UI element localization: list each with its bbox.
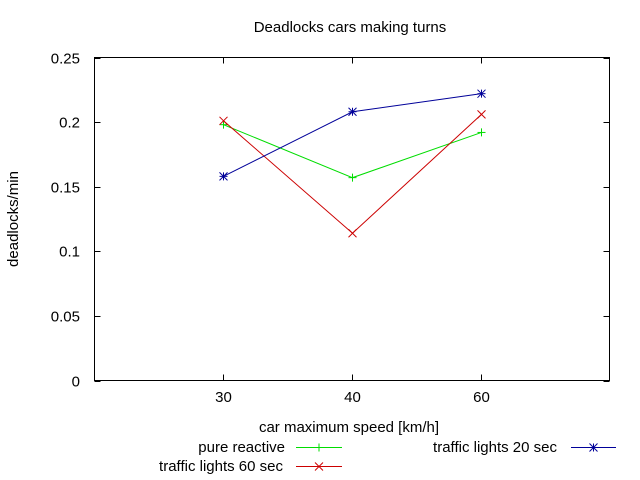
x-axis: 30 40 60 xyxy=(215,57,490,406)
legend-marker xyxy=(589,443,598,452)
marker-stroke xyxy=(477,109,486,119)
series-2 xyxy=(219,109,486,238)
marker-stroke xyxy=(314,462,324,471)
series-1 xyxy=(219,120,486,182)
plot-frame xyxy=(94,57,610,381)
data-point xyxy=(348,107,357,117)
legend-marker xyxy=(315,443,323,452)
marker-stroke xyxy=(589,443,598,452)
y-tick-label: 0.15 xyxy=(51,180,80,197)
data-point xyxy=(348,228,357,238)
series-3 xyxy=(219,89,486,181)
legend-label: pure reactive xyxy=(198,439,285,456)
x-axis-label: car maximum speed [km/h] xyxy=(259,419,439,436)
y-tick-label: 0.25 xyxy=(51,51,80,68)
legend: pure reactive traffic lights 60 sec traffi… xyxy=(159,439,616,475)
legend-label: traffic lights 20 sec xyxy=(433,439,557,456)
x-tick-label: 30 xyxy=(215,389,232,406)
marker-stroke xyxy=(477,89,486,99)
x-tick-label: 60 xyxy=(473,389,490,406)
data-point xyxy=(477,128,486,137)
data-point xyxy=(348,173,357,182)
y-tick-label: 0.2 xyxy=(59,115,80,132)
series-layer xyxy=(219,89,486,238)
data-point xyxy=(477,109,486,119)
y-axis: 0 0.05 0.1 0.15 0.2 0.25 xyxy=(51,51,610,391)
legend-entry: pure reactive xyxy=(198,439,342,456)
marker-stroke xyxy=(219,116,228,126)
data-point xyxy=(219,120,228,129)
legend-marker xyxy=(314,462,324,471)
x-tick-label: 40 xyxy=(344,389,361,406)
marker-stroke xyxy=(348,228,357,238)
y-tick-label: 0 xyxy=(72,374,80,391)
series-line xyxy=(223,124,482,179)
y-tick-label: 0.05 xyxy=(51,309,80,326)
chart-title: Deadlocks cars making turns xyxy=(254,19,447,36)
marker-stroke xyxy=(219,172,228,181)
data-point xyxy=(219,116,228,126)
series-line xyxy=(223,93,482,177)
legend-label: traffic lights 60 sec xyxy=(159,458,283,475)
data-point xyxy=(219,172,228,181)
data-point xyxy=(477,89,486,99)
y-axis-label: deadlocks/min xyxy=(5,171,22,267)
legend-entry: traffic lights 60 sec xyxy=(159,458,342,475)
y-tick-label: 0.1 xyxy=(59,244,80,261)
legend-entry: traffic lights 20 sec xyxy=(433,439,616,456)
marker-stroke xyxy=(348,107,357,117)
